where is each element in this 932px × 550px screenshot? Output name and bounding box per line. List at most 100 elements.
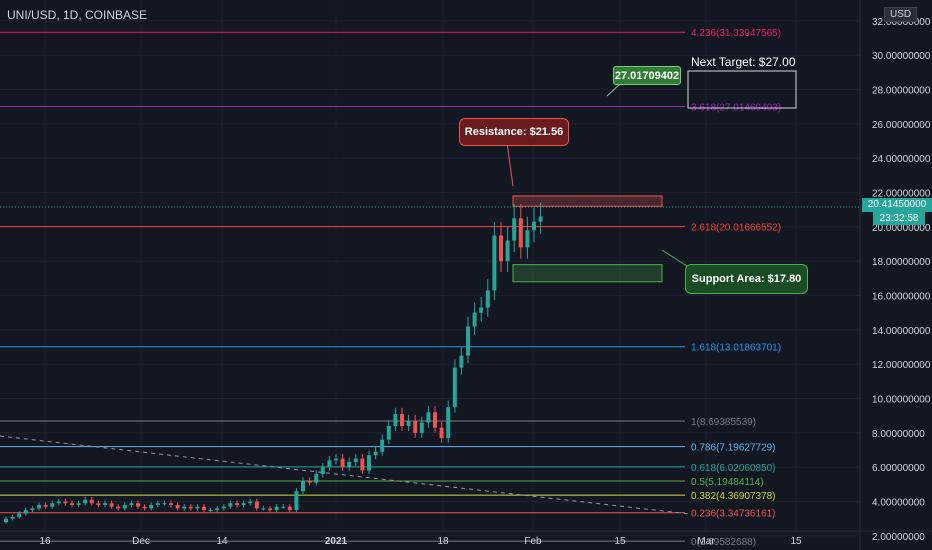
x-tick-label: 2021	[325, 536, 348, 547]
target-box	[687, 70, 797, 109]
candle-body	[175, 504, 180, 509]
candle-body	[532, 221, 536, 231]
candle-body	[122, 504, 127, 509]
candle-body	[188, 506, 193, 509]
fib-label-0.382: 0.382(4.36907378)	[691, 491, 776, 502]
candle-body	[37, 504, 41, 509]
trendline-dashed	[0, 435, 691, 515]
candle-body	[512, 218, 517, 241]
target-callout: 27.01709402	[613, 66, 681, 85]
candle-body	[518, 218, 523, 248]
candle-body	[208, 510, 213, 512]
candle-body	[400, 413, 404, 426]
y-tick-label: 16.00000000	[872, 292, 931, 303]
candle-body	[83, 499, 88, 504]
candle-body	[459, 355, 464, 368]
candle-body	[426, 412, 431, 423]
candle-body	[43, 504, 48, 507]
candle-body	[492, 235, 497, 291]
fib-label-1.618: 1.618(13.01863701)	[691, 343, 781, 354]
candle-body	[281, 506, 286, 508]
support-pointer	[661, 249, 691, 269]
x-tick-label: Feb	[524, 536, 542, 547]
y-tick-label: 22.00000000	[872, 189, 931, 200]
candle-body	[314, 474, 319, 483]
y-tick-label: 10.00000000	[872, 395, 931, 406]
candle-body	[360, 458, 365, 471]
fib-label-1: 1(8.69385539)	[691, 417, 756, 428]
candle-body	[525, 230, 530, 248]
candle-body	[466, 326, 470, 356]
candle-body	[169, 503, 173, 505]
candle-body	[433, 412, 437, 428]
fib-label-0.786: 0.786(7.19627729)	[691, 443, 776, 454]
fib-label-0: 0(1.69582688)	[691, 537, 756, 548]
candles	[4, 202, 543, 524]
fib-label-0.618: 0.618(6.02060850)	[691, 463, 776, 474]
candle-body	[505, 240, 510, 262]
y-tick-label: 2.00000000	[872, 532, 925, 543]
candle-body	[17, 513, 22, 517]
candle-body	[274, 506, 279, 511]
candle-body	[149, 504, 154, 509]
candle-body	[419, 422, 424, 433]
x-tick-label: 18	[437, 536, 449, 547]
x-tick-label: 15	[790, 536, 802, 547]
y-tick-label: 30.00000000	[872, 51, 931, 62]
candle-body	[287, 506, 292, 511]
last-price-badge: 20.41450000	[862, 198, 932, 212]
candle-body	[353, 458, 358, 463]
candle-body	[195, 506, 200, 509]
candle-body	[248, 501, 253, 504]
candle-body	[380, 439, 385, 452]
candle-body	[109, 503, 114, 507]
candle-body	[182, 506, 187, 509]
candle-body	[413, 420, 418, 433]
candle-body	[406, 420, 411, 426]
candle-body	[485, 290, 490, 308]
candle-body	[334, 458, 338, 461]
candle-body	[538, 216, 543, 222]
candle-body	[136, 503, 140, 507]
x-tick-label: Mar	[697, 536, 715, 547]
support-callout: Support Area: $17.80	[685, 264, 808, 294]
fib-label-2.618: 2.618(20.01666552)	[691, 223, 781, 234]
candle-body	[479, 307, 484, 313]
x-axis: 16 Dec 14 2021 18 Feb 15 Mar 15	[0, 530, 932, 547]
candle-body	[10, 516, 15, 519]
candle-body	[301, 480, 305, 492]
candle-body	[241, 503, 246, 505]
target-pointer	[606, 83, 621, 97]
symbol-title: UNI/USD, 1D, COINBASE	[7, 8, 148, 22]
y-tick-label: 24.00000000	[872, 154, 931, 165]
candle-body	[23, 510, 28, 514]
candle-body	[439, 427, 444, 439]
candle-body	[367, 455, 371, 471]
countdown-badge: 23:32:58	[873, 212, 925, 225]
y-tick-label: 20.00000000	[872, 223, 931, 234]
y-axis: 32.00000000 30.00000000 28.00000000 26.0000…	[859, 0, 931, 550]
candle-body	[235, 503, 239, 505]
candle-body	[499, 235, 503, 262]
currency-label[interactable]: USD	[884, 7, 918, 22]
y-tick-label: 18.00000000	[872, 257, 931, 268]
candle-body	[327, 460, 332, 468]
candle-body	[89, 499, 94, 504]
zones	[506, 70, 797, 283]
candle-body	[142, 506, 147, 509]
candle-body	[96, 503, 101, 505]
candle-body	[4, 518, 8, 523]
fib-label-4.236: 4.236(31.33947565)	[691, 28, 781, 39]
fib-label-0.5: 0.5(5.19484114)	[691, 477, 764, 488]
y-tick-label: 4.00000000	[872, 498, 925, 509]
candle-body	[320, 467, 325, 475]
candle-body	[307, 480, 312, 483]
candle-body	[452, 367, 457, 408]
x-tick-label: 16	[39, 536, 51, 547]
y-tick-label: 26.00000000	[872, 120, 931, 131]
y-tick-label: 14.00000000	[872, 326, 931, 337]
candle-body	[393, 413, 398, 426]
x-tick-label: 15	[614, 536, 626, 547]
candle-body	[268, 508, 272, 511]
